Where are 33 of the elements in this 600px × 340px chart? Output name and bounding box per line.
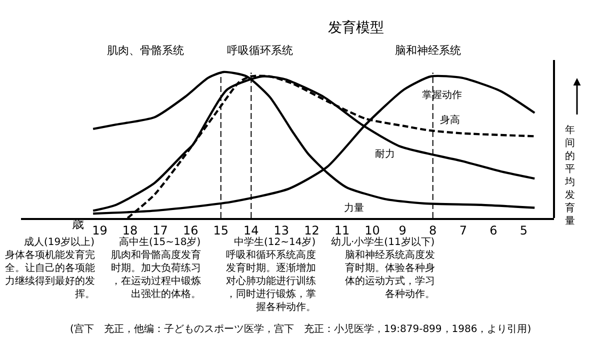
text: 肌肉、骨骼系统 [107, 44, 184, 57]
x-tick-label: 13 [274, 223, 290, 238]
x-tick-label: 8 [429, 223, 437, 238]
x-tick-label: 12 [304, 223, 320, 238]
chart-title: 发育模型 [328, 19, 384, 36]
x-tick-label: 19 [92, 223, 108, 238]
text: 呼吸和循环系统高度发育时期。逐渐增加对心肺功能进行训练，同时进行锻炼，掌握各种动作。 [226, 249, 316, 313]
x-tick-label: 18 [122, 223, 138, 238]
x-tick-label: 6 [490, 223, 498, 238]
text: 高中生(15~18岁) [119, 236, 201, 248]
y-axis-title: 年间的平均发育量 [564, 124, 575, 227]
text: 脑和神经系统 [395, 44, 461, 57]
text: 呼吸循环系统 [227, 44, 293, 57]
annotation: 掌握动作 [422, 89, 462, 101]
annotation: 力量 [344, 202, 364, 214]
x-tick-label: 14 [244, 223, 259, 238]
text: 幼儿·小学生(11岁以下) [331, 236, 435, 248]
x-tick-label: 9 [398, 223, 406, 238]
text: 中学生(12~14岁) [234, 236, 316, 248]
text: (宫下 充正，他编：子どものスポーツ医学，宫下 充正：小児医学，19:879-899，1986，より引用) [70, 323, 532, 335]
x-tick-label: 10 [364, 223, 380, 238]
x-tick-label: 16 [182, 223, 198, 238]
text: 成人(19岁以上) [24, 236, 95, 248]
text: 身体各项机能发育完全。让自己的各项能力继续得到最好的发挥。 [5, 249, 95, 300]
x-tick-label: 17 [152, 223, 168, 238]
x-tick-label: 5 [520, 223, 528, 238]
text: 肌肉和骨骼高度发育时期。加大负荷练习，在运动过程中锻炼出强壮的体格。 [111, 249, 201, 300]
x-tick-label: 15 [213, 223, 229, 238]
x-tick-label: 7 [459, 223, 467, 238]
annotation: 身高 [440, 114, 460, 126]
text: 脑和神经系统高度发育时期。体验各种身体的运动方式，学习各种动作。 [345, 249, 435, 300]
annotation: 耐力 [375, 148, 395, 160]
x-tick-label: 11 [334, 223, 350, 238]
